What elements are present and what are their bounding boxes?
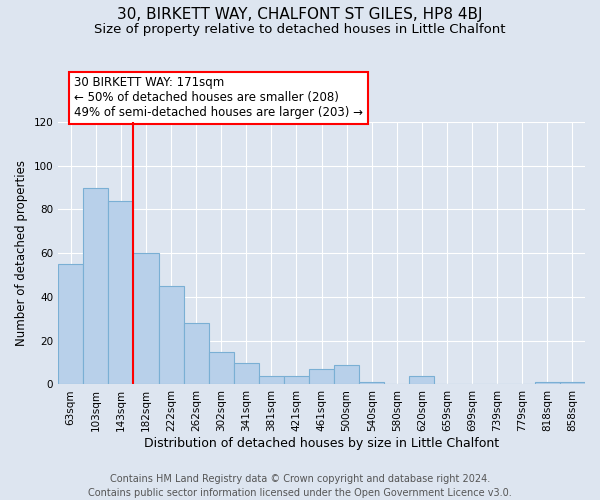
- Bar: [359, 382, 385, 384]
- Bar: [209, 352, 234, 384]
- Bar: [284, 376, 309, 384]
- Bar: [334, 365, 359, 384]
- Bar: [58, 264, 83, 384]
- Text: 30, BIRKETT WAY, CHALFONT ST GILES, HP8 4BJ: 30, BIRKETT WAY, CHALFONT ST GILES, HP8 …: [117, 8, 483, 22]
- Bar: [184, 323, 209, 384]
- Bar: [109, 200, 133, 384]
- Bar: [535, 382, 560, 384]
- Bar: [409, 376, 434, 384]
- Bar: [560, 382, 585, 384]
- Bar: [309, 369, 334, 384]
- Text: Contains HM Land Registry data © Crown copyright and database right 2024.
Contai: Contains HM Land Registry data © Crown c…: [88, 474, 512, 498]
- Bar: [234, 362, 259, 384]
- Text: 30 BIRKETT WAY: 171sqm
← 50% of detached houses are smaller (208)
49% of semi-de: 30 BIRKETT WAY: 171sqm ← 50% of detached…: [74, 76, 363, 119]
- Y-axis label: Number of detached properties: Number of detached properties: [15, 160, 28, 346]
- Bar: [259, 376, 284, 384]
- Bar: [133, 253, 158, 384]
- X-axis label: Distribution of detached houses by size in Little Chalfont: Distribution of detached houses by size …: [144, 437, 499, 450]
- Text: Size of property relative to detached houses in Little Chalfont: Size of property relative to detached ho…: [94, 22, 506, 36]
- Bar: [158, 286, 184, 384]
- Bar: [83, 188, 109, 384]
